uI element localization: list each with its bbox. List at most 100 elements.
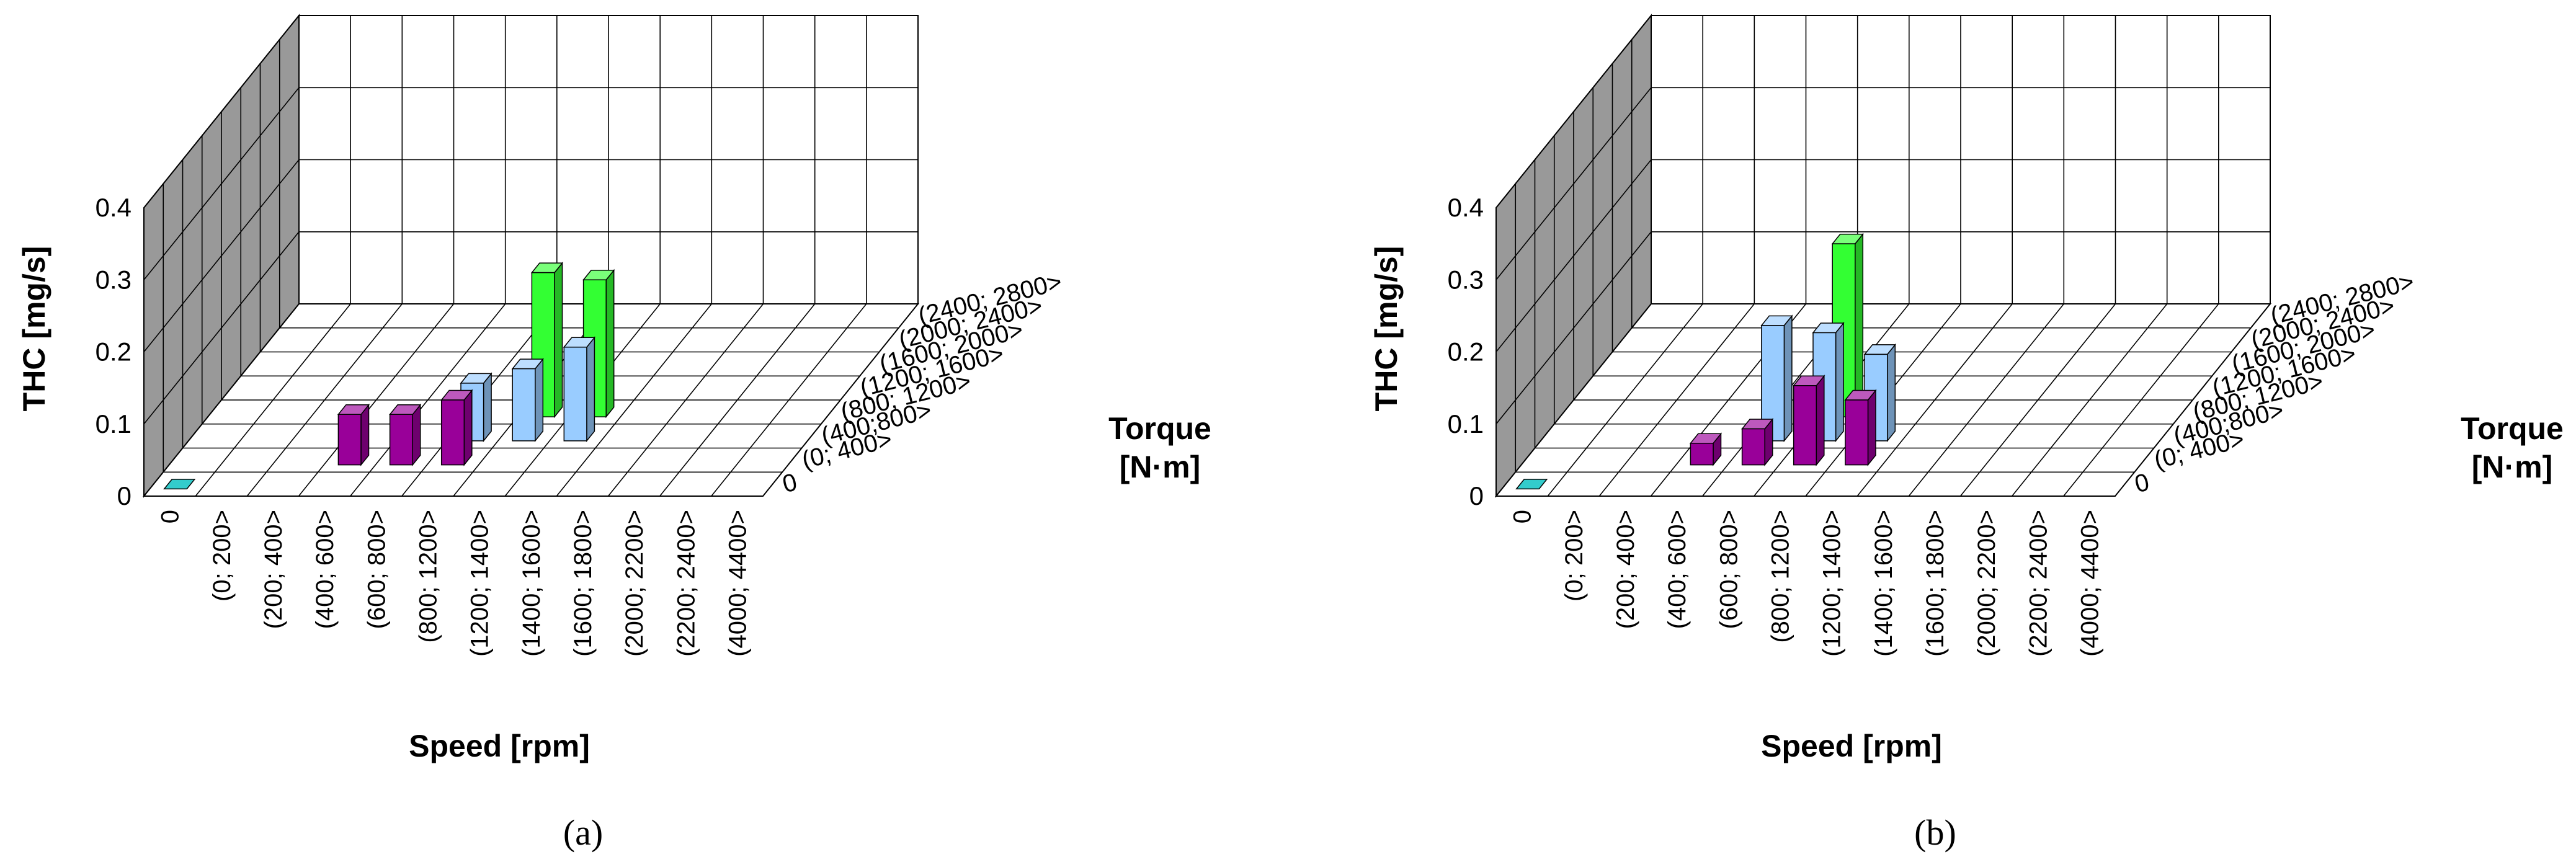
speed-gridline bbox=[1856, 16, 2013, 497]
bar bbox=[563, 336, 595, 443]
speed-gridline bbox=[659, 16, 816, 497]
bar-face-side bbox=[1835, 321, 1844, 443]
bar-face-front bbox=[1741, 428, 1765, 466]
bar bbox=[511, 357, 544, 443]
speed-gridline bbox=[195, 16, 352, 497]
bar-face-front bbox=[440, 399, 465, 466]
y-tick-label: 0 bbox=[1469, 481, 1484, 510]
bar bbox=[337, 403, 370, 466]
bar bbox=[1689, 432, 1723, 466]
torque-tick-label: 0 bbox=[2132, 468, 2152, 498]
bar-face-side bbox=[412, 403, 421, 466]
bar bbox=[1741, 417, 1774, 466]
bar-face-side bbox=[1887, 343, 1896, 443]
value-gridline bbox=[1495, 231, 2270, 425]
z-axis-title-line: Torque bbox=[2461, 411, 2564, 446]
value-gridline bbox=[143, 15, 918, 208]
y-tick-label: 0.4 bbox=[96, 193, 131, 222]
bars bbox=[1515, 233, 1896, 490]
bar-face-side bbox=[1867, 389, 1876, 466]
bar bbox=[163, 479, 196, 490]
y-tick-label: 0.3 bbox=[96, 265, 131, 294]
speed-gridline bbox=[711, 16, 867, 497]
speed-tick-label: (0; 200> bbox=[1561, 510, 1588, 602]
speed-tick-label: (2000; 2200> bbox=[1973, 510, 2000, 657]
bar bbox=[440, 389, 473, 466]
bar-face-front bbox=[337, 414, 362, 466]
bar-face-front bbox=[1845, 399, 1869, 466]
bar bbox=[1515, 479, 1548, 490]
value-gridline bbox=[1495, 15, 2270, 208]
bar-face-side bbox=[1783, 314, 1793, 443]
speed-gridline bbox=[1598, 16, 1755, 497]
speed-gridline bbox=[504, 16, 661, 497]
y-axis-title: THC [mg/s] bbox=[17, 246, 51, 412]
bar bbox=[389, 403, 422, 466]
speed-tick-label: (1600; 1800> bbox=[1922, 510, 1949, 657]
speed-tick-label: (1400; 1600> bbox=[518, 510, 545, 657]
bar-face-front bbox=[1793, 385, 1817, 466]
bar-face-side bbox=[554, 261, 563, 419]
speed-tick-label: (200; 400> bbox=[1612, 510, 1639, 629]
bar bbox=[1793, 375, 1825, 466]
z-axis-title-line: [N·m] bbox=[2472, 450, 2553, 484]
speed-tick-label: (400; 600> bbox=[311, 510, 339, 629]
x-axis-title: Speed [rpm] bbox=[1761, 729, 1942, 763]
speed-tick-label: (400; 600> bbox=[1664, 510, 1691, 629]
value-gridline bbox=[143, 231, 918, 425]
bar-face-side bbox=[463, 389, 473, 466]
speed-tick-label: (2200; 2400> bbox=[672, 510, 700, 657]
bar-face-front bbox=[1690, 443, 1714, 466]
speed-gridline bbox=[2063, 16, 2219, 497]
bar bbox=[1760, 314, 1793, 443]
bar-face-front bbox=[563, 347, 587, 442]
bar-face-front bbox=[512, 368, 536, 442]
bar-face-front bbox=[1761, 325, 1785, 442]
y-axis-title: THC [mg/s] bbox=[1369, 246, 1404, 412]
y-tick-label: 0.1 bbox=[96, 409, 131, 438]
speed-tick-label: (600; 800> bbox=[1715, 510, 1742, 629]
speed-gridline bbox=[1959, 16, 2116, 497]
chart-panel-a: 0 0.1 0.2 0.3 0.4 0 (0; 200> (200; 400> (400; 60… bbox=[17, 14, 1211, 853]
speed-tick-label: (1400; 1600> bbox=[1870, 510, 1897, 657]
speed-gridline bbox=[556, 16, 713, 497]
speed-tick-label: (200; 400> bbox=[260, 510, 287, 629]
z-axis-title-line: [N·m] bbox=[1120, 450, 1201, 484]
x-axis-title: Speed [rpm] bbox=[409, 729, 590, 763]
speed-gridline bbox=[1547, 16, 1703, 497]
speed-tick-label: (4000; 4400> bbox=[2076, 510, 2103, 657]
speed-tick-label: (2200; 2400> bbox=[2025, 510, 2052, 657]
bar-face-front bbox=[389, 414, 413, 466]
y-tick-label: 0.4 bbox=[1448, 193, 1484, 222]
y-tick-label: 0.1 bbox=[1448, 409, 1484, 438]
speed-tick-label: (800; 1200> bbox=[1767, 510, 1794, 643]
bar-face-top bbox=[1515, 479, 1548, 490]
panel-caption: (b) bbox=[1914, 812, 1956, 853]
panel-caption: (a) bbox=[563, 812, 603, 853]
bar-face-side bbox=[483, 372, 492, 443]
bar-face-side bbox=[605, 269, 615, 419]
bar bbox=[1844, 389, 1877, 466]
bar-face-side bbox=[535, 357, 544, 443]
bar-face-side bbox=[1855, 233, 1864, 419]
speed-tick-label: (2000; 2200> bbox=[621, 510, 648, 657]
torque-tick-label: 0 bbox=[780, 468, 800, 498]
speed-tick-label: 0 bbox=[1509, 510, 1536, 523]
y-tick-label: 0.2 bbox=[96, 337, 131, 367]
bar-face-side bbox=[1816, 375, 1825, 466]
y-tick-label: 0 bbox=[117, 481, 131, 510]
speed-tick-label: (600; 800> bbox=[363, 510, 390, 629]
y-tick-label: 0.2 bbox=[1448, 337, 1484, 367]
speed-gridline bbox=[2012, 16, 2168, 497]
bars bbox=[163, 261, 615, 490]
speed-tick-label: 0 bbox=[157, 510, 184, 523]
speed-tick-label: (1200; 1400> bbox=[466, 510, 494, 657]
speed-gridline bbox=[1650, 16, 1807, 497]
speed-tick-label: (0; 200> bbox=[208, 510, 236, 602]
speed-tick-label: (1600; 1800> bbox=[569, 510, 597, 657]
bar-face-top bbox=[163, 479, 196, 490]
bar-face-side bbox=[360, 403, 370, 466]
bar-face-side bbox=[586, 336, 595, 443]
value-gridline bbox=[1495, 87, 2270, 280]
speed-gridline bbox=[1908, 16, 2065, 497]
